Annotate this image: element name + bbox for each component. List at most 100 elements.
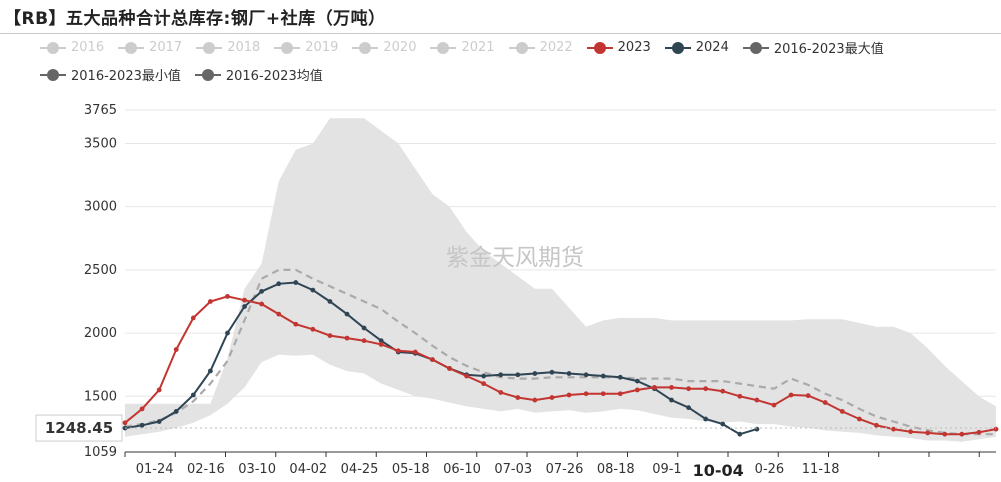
data-point bbox=[498, 372, 504, 378]
x-tick-label: 09-1 bbox=[652, 462, 682, 477]
data-point bbox=[207, 368, 213, 374]
data-point bbox=[293, 321, 299, 327]
data-point bbox=[515, 395, 521, 400]
y-tick-label: 3500 bbox=[84, 136, 117, 151]
legend-item-2024[interactable]: 2024 bbox=[664, 40, 729, 55]
data-point bbox=[464, 373, 469, 379]
data-point bbox=[737, 393, 743, 399]
y-tick-label: 2500 bbox=[84, 263, 117, 278]
data-point bbox=[686, 386, 691, 392]
legend-label: 2022 bbox=[539, 40, 573, 55]
data-point bbox=[447, 366, 452, 371]
legend-swatch-icon bbox=[40, 41, 66, 54]
data-point bbox=[669, 397, 674, 403]
x-tick-label: 11-18 bbox=[802, 462, 840, 477]
legend-item-2017[interactable]: 2017 bbox=[118, 40, 182, 55]
legend-swatch-icon bbox=[274, 41, 301, 54]
chart-title: 【RB】五大品种合计总库存:钢厂+社库（万吨） bbox=[4, 9, 386, 29]
x-tick-label: 01-24 bbox=[136, 462, 174, 477]
legend-swatch-icon bbox=[194, 68, 221, 81]
x-tick-label: 04-02 bbox=[289, 462, 327, 477]
x-tick-label: 0-26 bbox=[755, 462, 785, 477]
legend-label: 2018 bbox=[227, 40, 261, 55]
legend-label: 2021 bbox=[461, 40, 495, 55]
legend-label: 2024 bbox=[695, 40, 729, 55]
x-tick-label: 05-18 bbox=[392, 462, 430, 477]
legend-label: 2016-2023最大值 bbox=[773, 42, 884, 57]
legend-item-max[interactable]: 2016-2023最大值 bbox=[742, 38, 884, 57]
y-tick-label: 2000 bbox=[84, 326, 117, 341]
legend-swatch-icon bbox=[508, 41, 535, 54]
legend-item-2019[interactable]: 2019 bbox=[274, 40, 338, 55]
data-point bbox=[703, 386, 709, 392]
series-2016-2023均值 bbox=[124, 268, 996, 436]
data-point bbox=[207, 299, 213, 304]
data-point bbox=[310, 326, 316, 332]
data-point bbox=[378, 338, 384, 344]
data-point bbox=[583, 391, 589, 397]
data-point bbox=[498, 390, 504, 395]
data-point bbox=[139, 406, 145, 412]
data-point bbox=[173, 347, 179, 352]
data-point bbox=[327, 299, 333, 304]
legend-item-2023[interactable]: 2023 bbox=[586, 40, 651, 55]
data-point bbox=[652, 385, 657, 390]
x-tick-label: 03-10 bbox=[238, 462, 276, 477]
data-point bbox=[242, 304, 247, 309]
chart-legend: 2016 2017 2018 2019 2020 2021 2022 2023 … bbox=[40, 38, 995, 92]
data-point bbox=[720, 388, 726, 394]
legend-label: 2023 bbox=[617, 40, 651, 55]
x-axis-ticks bbox=[124, 452, 980, 457]
data-point bbox=[805, 393, 811, 399]
legend-item-2016[interactable]: 2016 bbox=[40, 40, 104, 55]
series-line-2016-2023均值 bbox=[124, 268, 996, 436]
data-point bbox=[310, 287, 316, 293]
legend-item-2020[interactable]: 2020 bbox=[352, 40, 416, 55]
watermark: 紫金天风期货 bbox=[446, 245, 584, 271]
legend-label: 2020 bbox=[383, 40, 417, 55]
legend-swatch-icon bbox=[40, 68, 66, 81]
legend-swatch-icon bbox=[664, 41, 691, 54]
data-point bbox=[549, 369, 555, 375]
data-point bbox=[634, 378, 640, 384]
series-layer bbox=[122, 268, 999, 437]
axis-pointer-box bbox=[35, 414, 123, 442]
data-point bbox=[788, 392, 794, 398]
legend-swatch-icon bbox=[196, 41, 223, 54]
data-point bbox=[481, 381, 487, 387]
data-point bbox=[361, 338, 367, 344]
x-tick-label: 10-04 bbox=[693, 461, 744, 480]
data-point bbox=[617, 374, 623, 380]
legend-swatch-icon bbox=[586, 41, 613, 54]
x-axis-labels: 01-24 02-16 03-10 04-02 04-25 05-18 06-10 07-03… bbox=[136, 461, 840, 480]
x-tick-label: 07-03 bbox=[494, 462, 532, 477]
legend-item-2018[interactable]: 2018 bbox=[196, 40, 260, 55]
data-point bbox=[395, 348, 401, 354]
legend-item-2022[interactable]: 2022 bbox=[508, 40, 573, 55]
data-point bbox=[515, 372, 521, 378]
data-point bbox=[771, 402, 777, 408]
legend-swatch-icon bbox=[352, 41, 379, 54]
x-tick-label: 06-10 bbox=[443, 462, 481, 477]
data-point bbox=[600, 391, 606, 397]
data-point bbox=[959, 431, 965, 437]
legend-swatch-icon bbox=[742, 41, 769, 54]
axis-pointer-label: 1248.45 bbox=[45, 419, 113, 437]
data-point bbox=[925, 430, 931, 436]
data-point bbox=[942, 431, 948, 437]
data-point bbox=[139, 422, 145, 428]
data-point bbox=[259, 301, 265, 307]
legend-row-1: 2016 2017 2018 2019 2020 2021 2022 2023 … bbox=[40, 38, 995, 57]
data-point bbox=[566, 371, 572, 376]
data-point bbox=[856, 416, 862, 422]
legend-row-2: 2016-2023最小值 2016-2023均值 bbox=[40, 65, 995, 84]
data-point bbox=[344, 335, 350, 341]
legend-label: 2016-2023最小值 bbox=[71, 69, 181, 84]
legend-item-min[interactable]: 2016-2023最小值 bbox=[40, 65, 181, 84]
data-point bbox=[276, 311, 282, 317]
series-2023 bbox=[122, 294, 999, 437]
data-point bbox=[378, 342, 384, 347]
legend-item-mean[interactable]: 2016-2023均值 bbox=[194, 65, 323, 84]
legend-item-2021[interactable]: 2021 bbox=[430, 40, 495, 55]
